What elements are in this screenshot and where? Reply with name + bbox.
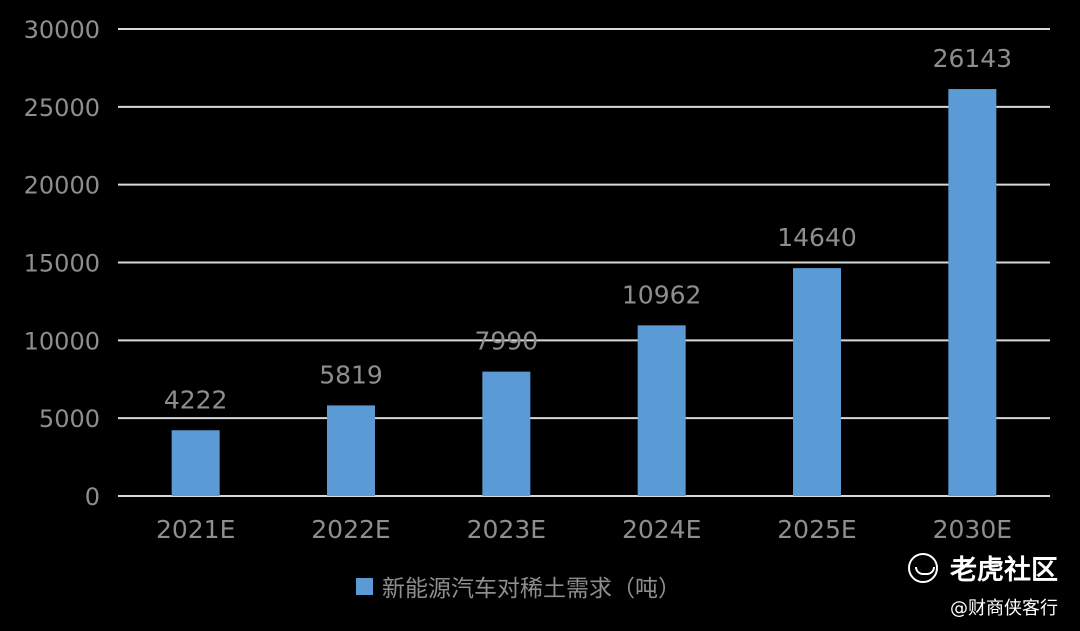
y-tick-label: 0 bbox=[85, 483, 100, 511]
legend-swatch bbox=[356, 577, 373, 595]
y-tick-label: 30000 bbox=[24, 16, 100, 44]
y-tick-label: 20000 bbox=[24, 172, 100, 200]
data-label-2024E: 10962 bbox=[622, 280, 702, 309]
x-tick-label-2022E: 2022E bbox=[311, 515, 390, 544]
data-label-2030E: 26143 bbox=[933, 44, 1013, 73]
x-tick-label-2023E: 2023E bbox=[467, 515, 546, 544]
x-tick-label-2025E: 2025E bbox=[777, 515, 856, 544]
data-label-2021E: 4222 bbox=[164, 385, 228, 414]
bar-2024E bbox=[637, 325, 686, 496]
y-tick-label: 25000 bbox=[24, 94, 100, 122]
bars bbox=[171, 89, 997, 496]
y-tick-label: 10000 bbox=[24, 327, 100, 355]
tiger-logo-icon bbox=[908, 552, 938, 583]
bar-2022E bbox=[327, 405, 375, 496]
watermark: 老虎社区 bbox=[908, 548, 1058, 587]
y-tick-label: 5000 bbox=[39, 405, 100, 433]
data-label-2022E: 5819 bbox=[319, 360, 383, 389]
bar-2021E bbox=[171, 430, 220, 496]
x-tick-label-2030E: 2030E bbox=[933, 515, 1012, 544]
bar-2025E bbox=[793, 268, 841, 496]
bar-2023E bbox=[482, 371, 531, 496]
data-label-2025E: 14640 bbox=[777, 223, 857, 252]
y-axis-ticks: 0 5000 10000 15000 20000 25000 30000 bbox=[24, 16, 100, 511]
legend-label: 新能源汽车对稀土需求（吨） bbox=[382, 576, 681, 602]
x-tick-label-2021E: 2021E bbox=[156, 515, 235, 544]
legend: 新能源汽车对稀土需求（吨） bbox=[356, 568, 681, 604]
gridlines bbox=[118, 28, 1050, 497]
watermark-brand: 老虎社区 bbox=[950, 555, 1058, 586]
watermark-handle: @财商侠客行 bbox=[950, 598, 1058, 619]
x-axis-ticks: 2021E 2022E 2023E 2024E 2025E 2030E bbox=[156, 515, 1012, 544]
data-labels: 4222 5819 7990 10962 14640 26143 bbox=[164, 44, 1012, 414]
x-tick-label-2024E: 2024E bbox=[622, 515, 701, 544]
bar-2030E bbox=[948, 89, 997, 496]
y-tick-label: 15000 bbox=[24, 250, 100, 278]
data-label-2023E: 7990 bbox=[475, 327, 539, 356]
